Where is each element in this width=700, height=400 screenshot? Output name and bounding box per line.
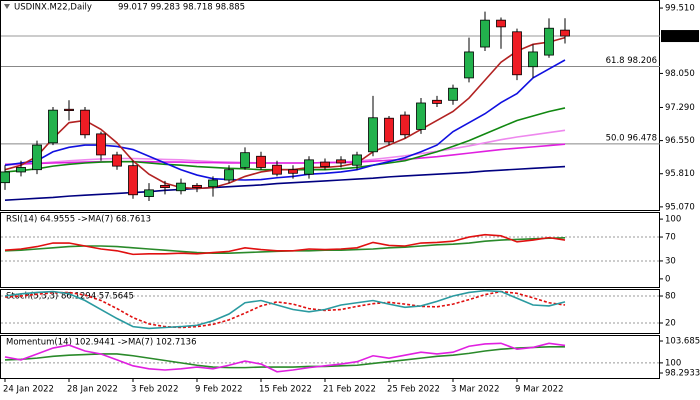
- indicator-label: RSI(14) 64.9555 ->MA(7) 68.7613: [6, 215, 151, 225]
- momentum-panel: [0, 335, 660, 379]
- candle-body: [128, 165, 138, 196]
- candle-body: [80, 109, 90, 136]
- x-tick-label: 9 Feb 2022: [195, 385, 243, 395]
- x-tick-label: 3 Mar 2022: [451, 385, 499, 395]
- indicator-line: [4, 290, 566, 329]
- candle-body: [112, 154, 122, 167]
- candle-body: [224, 169, 234, 181]
- y-tick-label: 95.070: [665, 202, 695, 212]
- price-box-label: 98.885: [664, 32, 694, 42]
- candle-body: [256, 155, 266, 168]
- candle-body: [96, 133, 106, 156]
- y-tick-label: 97.290: [665, 103, 695, 113]
- candle-body: [192, 184, 202, 189]
- candle-body: [512, 31, 522, 76]
- indicator-line: [4, 143, 566, 166]
- symbol-icon: [4, 4, 10, 9]
- y-tick-label: 103.6854: [665, 337, 700, 347]
- chart-title: USDINX.M22,Daily: [14, 3, 92, 13]
- candle-body: [208, 179, 218, 188]
- y-tick-label: 70: [665, 233, 676, 243]
- candle-body: [400, 114, 410, 136]
- x-tick-label: 24 Jan 2022: [3, 385, 54, 395]
- candle-body: [272, 164, 282, 175]
- x-tick-label: 25 Feb 2022: [387, 385, 440, 395]
- y-tick-label: 0: [665, 274, 670, 284]
- candle-body: [160, 184, 170, 189]
- main-panel: [0, 0, 660, 211]
- y-tick-label: 98.2933: [665, 368, 700, 378]
- x-tick-label: 3 Feb 2022: [131, 385, 179, 395]
- fibo-label: 50.0 96.478: [606, 133, 657, 143]
- candle-body: [544, 27, 554, 56]
- x-tick-label: 15 Feb 2022: [259, 385, 312, 395]
- candle-body: [384, 117, 394, 143]
- x-tick-label: 21 Feb 2022: [323, 385, 376, 395]
- candle-body: [416, 102, 426, 130]
- y-tick-label: 95.810: [665, 169, 695, 179]
- candle-body: [304, 159, 314, 175]
- indicator-line: [4, 36, 566, 190]
- y-tick-label: 96.550: [665, 136, 695, 146]
- candle-body: [0, 171, 10, 184]
- y-tick-label: 98.050: [665, 69, 695, 79]
- y-tick-label: 30: [665, 256, 676, 266]
- indicator-label: Stoch(5,3,3) 86.1294 57.5645: [6, 292, 134, 302]
- candle-body: [336, 159, 346, 164]
- candle-body: [528, 51, 538, 68]
- indicator-line: [4, 345, 566, 369]
- candle-body: [240, 152, 250, 168]
- y-tick-label: 100: [665, 215, 681, 225]
- stoch-panel: [0, 289, 660, 334]
- candle-body: [448, 87, 458, 101]
- candle-body: [480, 19, 490, 48]
- y-tick-label: 80: [665, 292, 676, 302]
- candle-body: [176, 182, 186, 192]
- candle-body: [464, 51, 474, 79]
- indicator-line: [4, 289, 566, 330]
- indicator-line: [4, 233, 566, 256]
- candle-body: [432, 99, 442, 104]
- candle-body: [352, 154, 362, 166]
- candle-body: [144, 189, 154, 197]
- candle-body: [48, 109, 58, 144]
- indicator-label: Momentum(14) 102.9441 ->MA(7) 102.7136: [6, 338, 196, 348]
- candle-body: [320, 161, 330, 167]
- candle-body: [560, 29, 570, 37]
- x-tick-label: 9 Mar 2022: [515, 385, 563, 395]
- candle-body: [368, 117, 378, 153]
- rsi-panel: [0, 212, 660, 288]
- indicator-line: [4, 165, 566, 201]
- price-box: [661, 30, 699, 43]
- y-tick-label: 99.510: [665, 4, 695, 14]
- ohlc-label: 99.017 99.283 98.718 98.885: [118, 3, 245, 13]
- candle-body: [496, 19, 506, 28]
- fibo-label: 61.8 98.206: [606, 56, 657, 66]
- candle-body: [288, 169, 298, 174]
- candle-body: [16, 167, 26, 173]
- y-tick-label: 20: [665, 319, 676, 329]
- x-tick-label: 28 Jan 2022: [67, 385, 118, 395]
- indicator-line: [4, 342, 566, 373]
- y-tick-label: 100: [665, 358, 681, 368]
- candle-body: [64, 108, 74, 111]
- candle-body: [32, 144, 42, 171]
